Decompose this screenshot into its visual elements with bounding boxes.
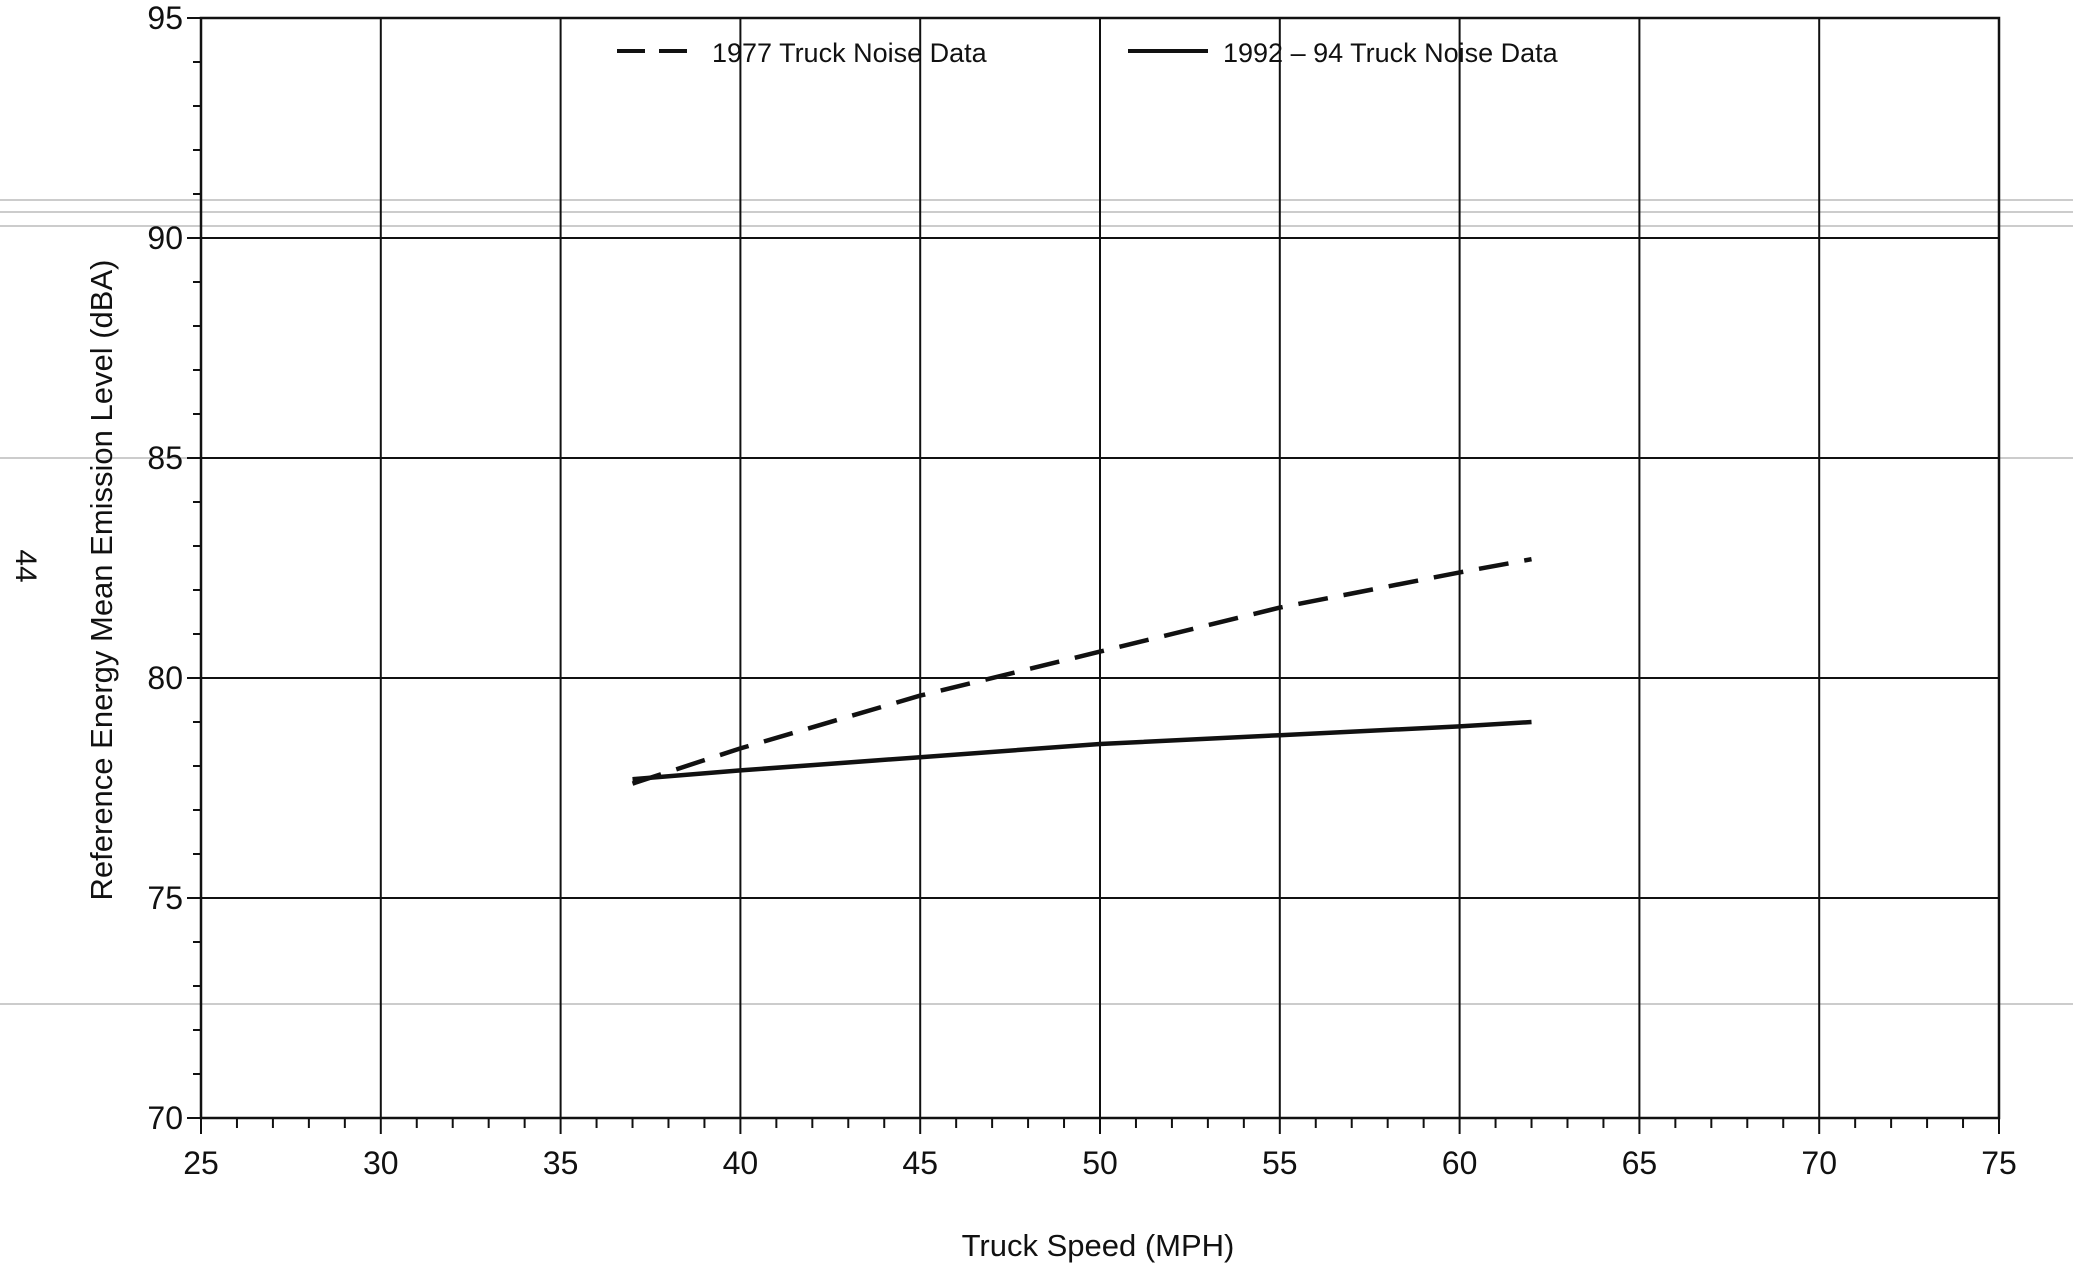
x-axis-title: Truck Speed (MPH) (962, 1228, 1235, 1263)
plot-frame (199, 16, 2001, 1120)
series-line-0 (631, 556, 1532, 786)
x-tick-label: 65 (1622, 1145, 1658, 1181)
x-tick-label: 25 (183, 1145, 219, 1181)
x-tick-label: 30 (363, 1145, 399, 1181)
y-tick-label: 85 (147, 440, 183, 476)
y-tick-label: 80 (147, 660, 183, 696)
page-number: 44 (9, 549, 42, 582)
x-tick-label: 70 (1801, 1145, 1837, 1181)
legend-label-1977: 1977 Truck Noise Data (712, 38, 988, 68)
legend: 1977 Truck Noise Data 1992 – 94 Truck No… (617, 38, 1559, 68)
x-tick-label: 40 (723, 1145, 759, 1181)
series-lines (631, 556, 1532, 786)
y-axis-title: Reference Energy Mean Emission Level (dB… (84, 260, 119, 901)
y-tick-label: 95 (147, 0, 183, 36)
x-tick-label: 55 (1262, 1145, 1298, 1181)
x-tick-labels: 25 30 35 40 45 50 55 60 65 70 75 (183, 1145, 2017, 1181)
series-line-1 (632, 719, 1532, 782)
x-tick-label: 75 (1981, 1145, 2017, 1181)
y-tick-label: 75 (147, 880, 183, 916)
x-tick-label: 35 (543, 1145, 579, 1181)
minor-ticks (187, 17, 2000, 1134)
y-tick-label: 90 (147, 220, 183, 256)
x-tick-label: 45 (902, 1145, 938, 1181)
y-tick-label: 70 (147, 1100, 183, 1136)
x-tick-label: 50 (1082, 1145, 1118, 1181)
x-tick-label: 60 (1442, 1145, 1478, 1181)
y-tick-labels: 70 75 80 85 90 95 (147, 0, 183, 1136)
legend-label-1992-94: 1992 – 94 Truck Noise Data (1223, 38, 1559, 68)
